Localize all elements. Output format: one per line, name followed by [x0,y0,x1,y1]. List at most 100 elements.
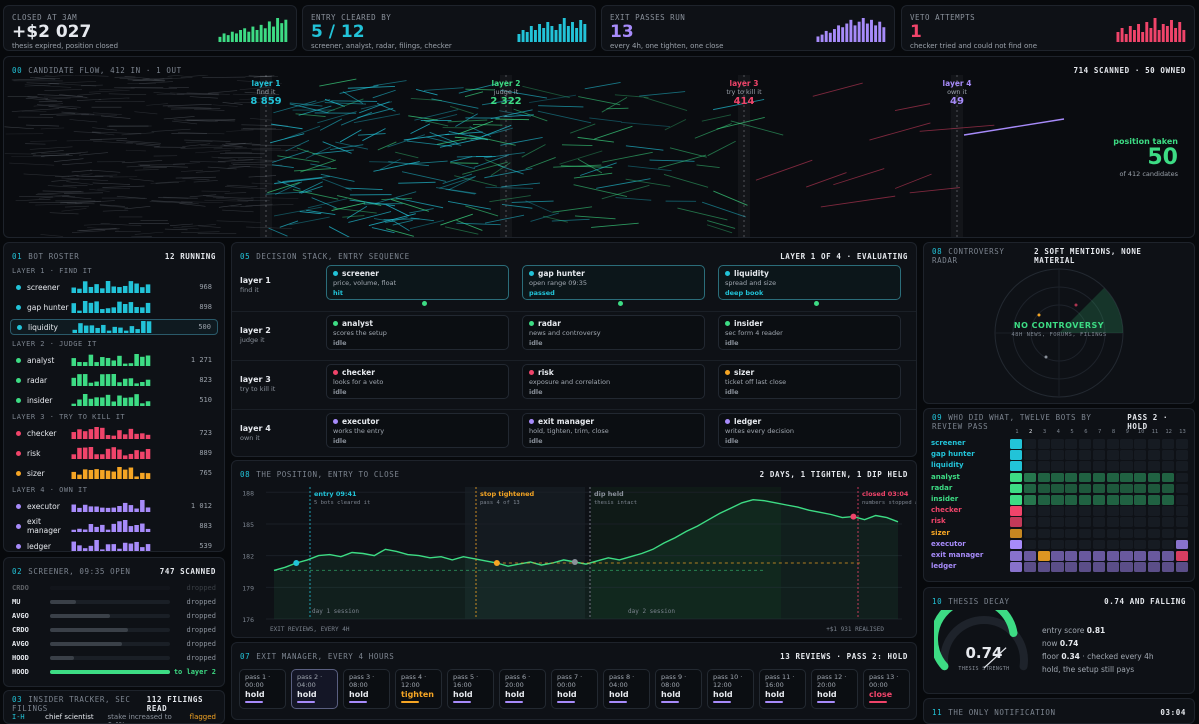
heat-cell[interactable] [1037,439,1050,449]
heat-cell[interactable] [1051,528,1064,539]
heat-cell[interactable] [1010,562,1023,572]
heat-cell[interactable] [1079,461,1092,472]
heat-cell[interactable] [1175,506,1188,516]
event-point[interactable] [850,513,857,520]
heat-cell[interactable] [1106,551,1119,561]
exit-pass-card[interactable]: pass 5 · 16:00 hold [447,669,494,709]
heat-cell[interactable] [1023,506,1037,516]
heat-cell[interactable] [1148,517,1161,528]
heat-cell[interactable] [1175,551,1188,561]
heat-cell[interactable] [1120,472,1133,483]
bot-card[interactable]: checker looks for a veto idle [326,364,509,399]
heat-cell[interactable] [1010,472,1023,483]
heat-cell[interactable] [1161,461,1175,472]
heat-cell[interactable] [1092,506,1106,516]
heat-cell[interactable] [1065,528,1078,539]
bot-row[interactable]: sizer 765 [10,465,218,481]
heat-cell[interactable] [1051,495,1064,505]
bot-row[interactable]: checker 723 [10,425,218,441]
event-point[interactable] [493,560,500,567]
heat-cell[interactable] [1065,483,1078,494]
heat-cell[interactable] [1092,562,1106,572]
heat-cell[interactable] [1120,439,1133,449]
heat-cell[interactable] [1051,439,1064,449]
heat-cell[interactable] [1175,517,1188,528]
bot-row[interactable]: analyst 1 271 [10,352,218,368]
heat-cell[interactable] [1051,551,1064,561]
heat-cell[interactable] [1120,517,1133,528]
heat-cell[interactable] [1065,450,1078,460]
heat-cell[interactable] [1051,506,1064,516]
screener-row[interactable]: AVGO dropped [12,610,216,622]
heat-cell[interactable] [1010,483,1023,494]
heat-cell[interactable] [1134,562,1147,572]
heat-cell[interactable] [1175,528,1188,539]
heat-cell[interactable] [1106,472,1119,483]
heat-cell[interactable] [1051,517,1064,528]
event-point[interactable] [293,560,300,567]
heat-cell[interactable] [1092,483,1106,494]
bot-card[interactable]: radar news and controversy idle [522,315,705,350]
heat-cell[interactable] [1106,450,1119,460]
bot-card[interactable]: insider sec form 4 reader idle [718,315,901,350]
heat-cell[interactable] [1092,528,1106,539]
heat-cell[interactable] [1079,506,1092,516]
bot-row[interactable]: screener 968 [10,279,218,295]
heat-cell[interactable] [1092,495,1106,505]
bot-row[interactable]: executor 1 012 [10,498,218,514]
exit-pass-card[interactable]: pass 2 · 04:00 hold [291,669,338,709]
heat-cell[interactable] [1065,551,1078,561]
heat-cell[interactable] [1010,439,1023,449]
heat-cell[interactable] [1092,461,1106,472]
heat-cell[interactable] [1010,495,1023,505]
heat-cell[interactable] [1037,517,1050,528]
heat-cell[interactable] [1037,539,1050,550]
heat-cell[interactable] [1106,506,1119,516]
heat-cell[interactable] [1134,506,1147,516]
heat-cell[interactable] [1092,539,1106,550]
heat-cell[interactable] [1023,439,1037,449]
bot-card[interactable]: liquidity spread and size deep book [718,265,901,300]
heat-cell[interactable] [1134,461,1147,472]
heat-cell[interactable] [1010,461,1023,472]
heat-cell[interactable] [1148,539,1161,550]
heat-cell[interactable] [1092,472,1106,483]
heat-cell[interactable] [1010,551,1023,561]
heat-cell[interactable] [1148,461,1161,472]
heat-cell[interactable] [1065,506,1078,516]
bot-card[interactable]: executor works the entry idle [326,413,509,448]
heat-cell[interactable] [1065,439,1078,449]
exit-pass-card[interactable]: pass 9 · 08:00 hold [655,669,702,709]
bot-row[interactable]: gap hunter 898 [10,299,218,315]
heat-cell[interactable] [1175,539,1188,550]
heat-cell[interactable] [1148,528,1161,539]
heat-cell[interactable] [1079,439,1092,449]
heat-cell[interactable] [1106,461,1119,472]
heat-cell[interactable] [1148,439,1161,449]
heat-cell[interactable] [1106,495,1119,505]
heat-cell[interactable] [1134,517,1147,528]
heat-cell[interactable] [1120,450,1133,460]
heat-cell[interactable] [1079,551,1092,561]
heat-cell[interactable] [1023,483,1037,494]
screener-row[interactable]: CRDO dropped [12,624,216,636]
exit-pass-card[interactable]: pass 13 · 00:00 close [863,669,910,709]
heat-cell[interactable] [1175,483,1188,494]
heat-cell[interactable] [1092,439,1106,449]
exit-pass-card[interactable]: pass 8 · 04:00 hold [603,669,650,709]
heat-cell[interactable] [1023,495,1037,505]
bot-card[interactable]: analyst scores the setup idle [326,315,509,350]
heat-cell[interactable] [1175,439,1188,449]
heat-cell[interactable] [1065,472,1078,483]
heat-cell[interactable] [1120,506,1133,516]
heat-cell[interactable] [1023,461,1037,472]
heat-cell[interactable] [1037,562,1050,572]
heat-cell[interactable] [1037,528,1050,539]
heat-cell[interactable] [1134,539,1147,550]
screener-row[interactable]: CRDO dropped [12,582,216,594]
heat-cell[interactable] [1161,483,1175,494]
heat-cell[interactable] [1023,450,1037,460]
heat-cell[interactable] [1065,461,1078,472]
heat-cell[interactable] [1106,517,1119,528]
bot-row[interactable]: risk 889 [10,445,218,461]
